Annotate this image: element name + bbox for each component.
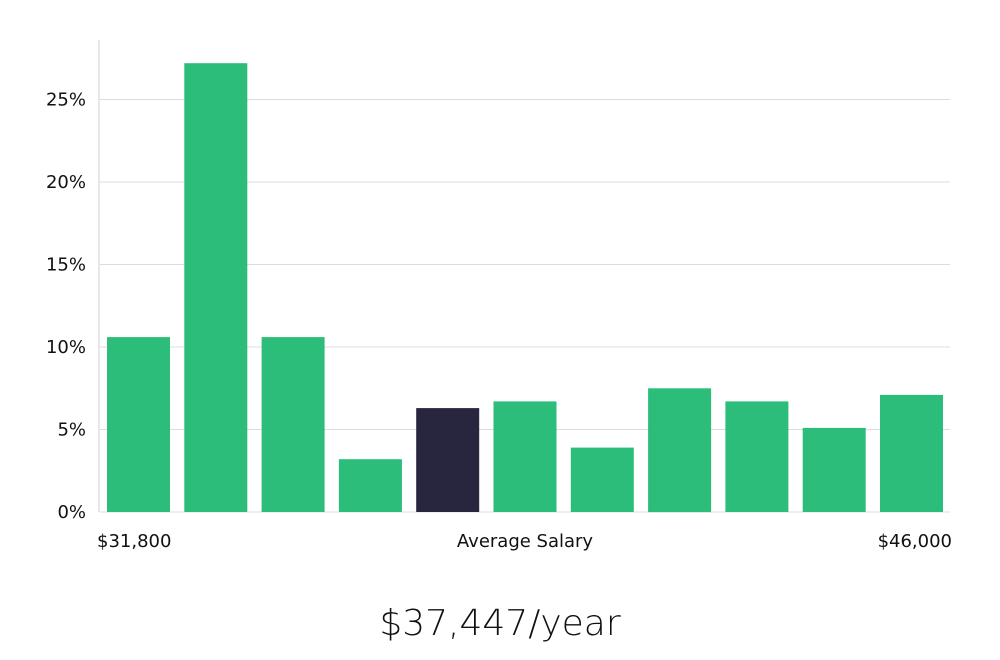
- bar-6: [570, 447, 634, 512]
- bar-7: [648, 388, 712, 513]
- x-max-label: $46,000: [878, 531, 952, 552]
- bar-2: [261, 337, 325, 512]
- y-tick-label-2: 10%: [46, 337, 86, 358]
- bar-8: [725, 401, 789, 512]
- y-tick-label-0: 0%: [57, 502, 86, 523]
- x-center-label: Average Salary: [457, 531, 594, 552]
- x-min-label: $31,800: [97, 531, 171, 552]
- salary-distribution-chart: 0%5%10%15%20%25% $31,800 Average Salary …: [46, 40, 952, 552]
- bar-10: [880, 394, 943, 512]
- y-tick-labels: 0% 5% 10% 15% 20% 25%: [46, 90, 86, 524]
- bar-9: [802, 427, 866, 512]
- bar-0: [107, 337, 170, 512]
- y-tick-label-5: 25%: [46, 90, 86, 111]
- bar-5: [493, 401, 557, 512]
- y-tick-label-1: 5%: [57, 420, 86, 441]
- y-tick-label-4: 20%: [46, 172, 86, 193]
- bar-3: [338, 459, 402, 512]
- bar-1: [184, 63, 248, 512]
- average-salary-summary: $37,447/year: [379, 603, 621, 644]
- y-tick-label-3: 15%: [46, 255, 86, 276]
- bar-highlight-average: [416, 408, 480, 512]
- bars: [107, 63, 943, 513]
